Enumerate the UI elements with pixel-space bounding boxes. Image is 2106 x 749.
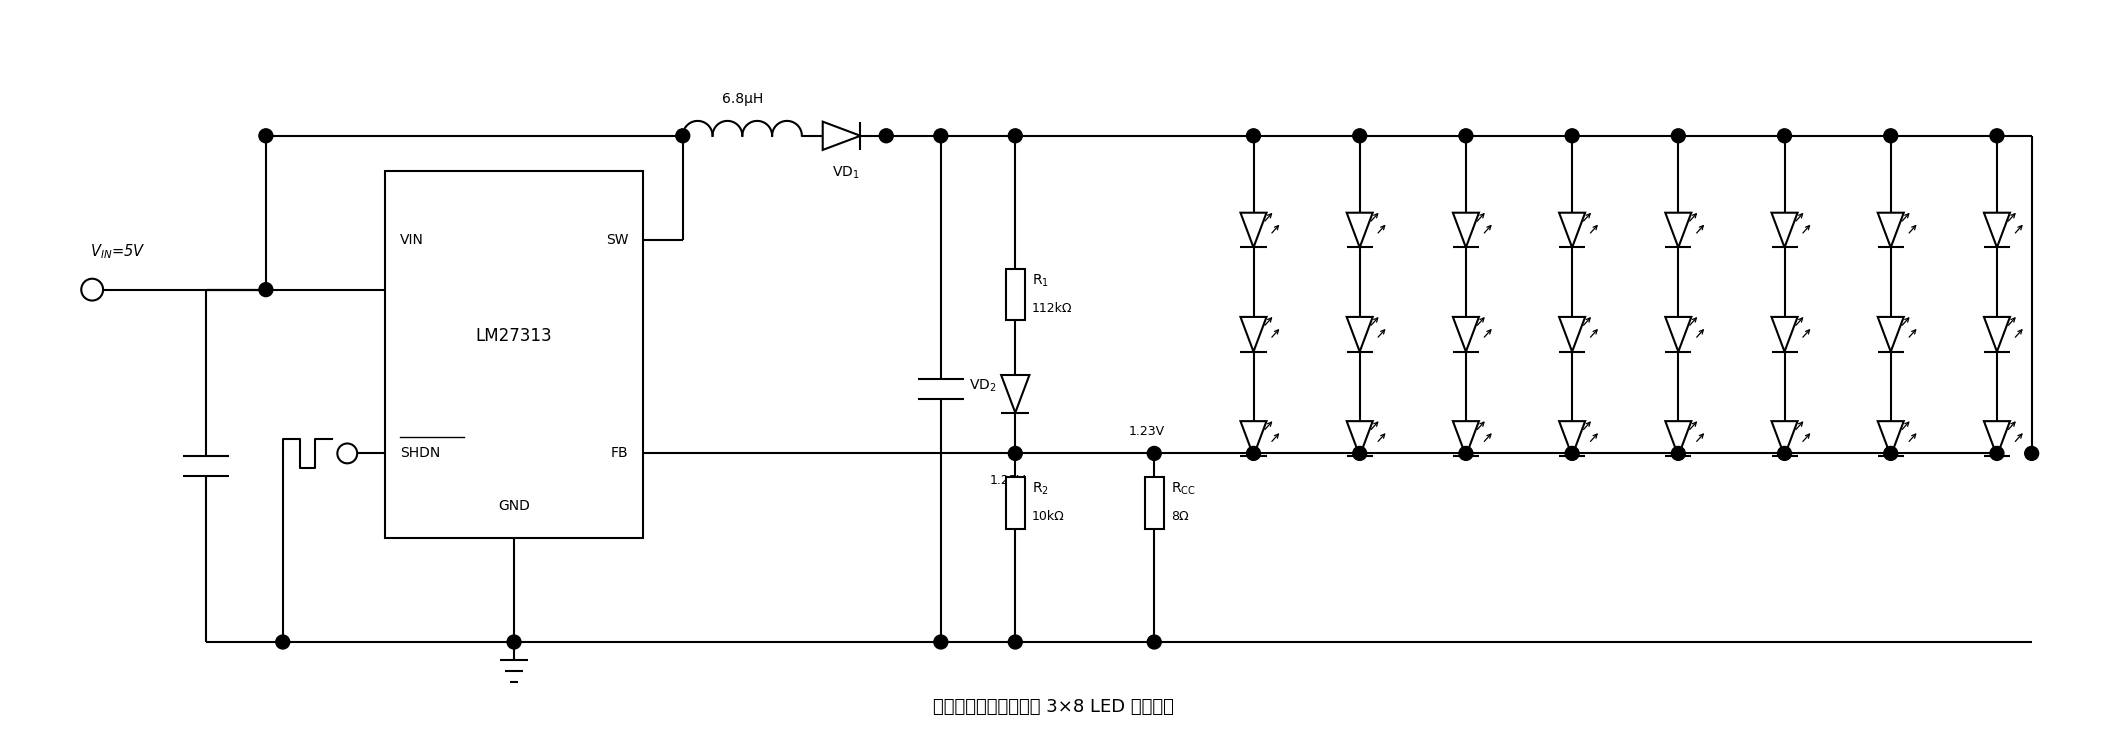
Polygon shape bbox=[1453, 421, 1478, 456]
Circle shape bbox=[1777, 446, 1792, 461]
Circle shape bbox=[1009, 446, 1021, 461]
Circle shape bbox=[508, 635, 520, 649]
Polygon shape bbox=[823, 121, 861, 150]
Circle shape bbox=[259, 282, 274, 297]
Circle shape bbox=[1777, 129, 1792, 143]
Polygon shape bbox=[1346, 213, 1373, 247]
Text: 112kΩ: 112kΩ bbox=[1032, 302, 1072, 315]
Circle shape bbox=[1247, 446, 1261, 461]
Circle shape bbox=[259, 129, 274, 143]
Circle shape bbox=[1672, 446, 1685, 461]
Polygon shape bbox=[1984, 213, 2009, 247]
Polygon shape bbox=[1240, 317, 1266, 352]
Circle shape bbox=[276, 635, 291, 649]
Circle shape bbox=[1009, 129, 1021, 143]
Polygon shape bbox=[1666, 421, 1691, 456]
Text: 1.23V: 1.23V bbox=[990, 473, 1026, 487]
Circle shape bbox=[1247, 129, 1261, 143]
Polygon shape bbox=[1771, 317, 1799, 352]
Text: R$_{\rm CC}$: R$_{\rm CC}$ bbox=[1171, 481, 1196, 497]
Polygon shape bbox=[1240, 213, 1266, 247]
Circle shape bbox=[1352, 129, 1367, 143]
Bar bbox=[385, 171, 642, 538]
Text: SHDN: SHDN bbox=[400, 446, 440, 461]
Circle shape bbox=[82, 279, 103, 300]
Text: GND: GND bbox=[499, 499, 531, 513]
Polygon shape bbox=[1558, 421, 1586, 456]
Polygon shape bbox=[1879, 421, 1904, 456]
Circle shape bbox=[1459, 129, 1472, 143]
Circle shape bbox=[1148, 635, 1160, 649]
Polygon shape bbox=[1453, 213, 1478, 247]
Text: LM27313: LM27313 bbox=[476, 327, 552, 345]
Circle shape bbox=[1459, 446, 1472, 461]
Text: 带有过电压保护功能的 3×8 LED 驱动电路: 带有过电压保护功能的 3×8 LED 驱动电路 bbox=[933, 697, 1173, 715]
Circle shape bbox=[933, 635, 948, 649]
Polygon shape bbox=[1771, 213, 1799, 247]
Polygon shape bbox=[1771, 421, 1799, 456]
Polygon shape bbox=[1666, 213, 1691, 247]
Circle shape bbox=[1009, 635, 1021, 649]
Bar bbox=[1007, 269, 1026, 321]
Text: VD$_1$: VD$_1$ bbox=[832, 164, 859, 181]
Text: 8Ω: 8Ω bbox=[1171, 510, 1188, 524]
Polygon shape bbox=[1666, 317, 1691, 352]
Polygon shape bbox=[1240, 421, 1266, 456]
Text: R$_1$: R$_1$ bbox=[1032, 273, 1049, 289]
Bar bbox=[1146, 477, 1165, 529]
Circle shape bbox=[1883, 446, 1898, 461]
Circle shape bbox=[1990, 129, 2005, 143]
Polygon shape bbox=[1879, 317, 1904, 352]
Circle shape bbox=[1565, 129, 1580, 143]
Circle shape bbox=[337, 443, 358, 464]
Text: 6.8μH: 6.8μH bbox=[722, 92, 762, 106]
Circle shape bbox=[933, 129, 948, 143]
Text: $V_{\mathregular{IN}}$=5V: $V_{\mathregular{IN}}$=5V bbox=[91, 243, 145, 261]
Text: VIN: VIN bbox=[400, 233, 423, 247]
Circle shape bbox=[1883, 129, 1898, 143]
Circle shape bbox=[1352, 446, 1367, 461]
Circle shape bbox=[676, 129, 689, 143]
Polygon shape bbox=[1346, 317, 1373, 352]
Text: SW: SW bbox=[607, 233, 628, 247]
Text: 1.23V: 1.23V bbox=[1129, 425, 1165, 438]
Polygon shape bbox=[1984, 421, 2009, 456]
Polygon shape bbox=[1000, 375, 1030, 413]
Circle shape bbox=[1990, 446, 2005, 461]
Text: R$_2$: R$_2$ bbox=[1032, 481, 1049, 497]
Circle shape bbox=[1672, 129, 1685, 143]
Polygon shape bbox=[1879, 213, 1904, 247]
Text: FB: FB bbox=[611, 446, 628, 461]
Circle shape bbox=[1148, 446, 1160, 461]
Polygon shape bbox=[1346, 421, 1373, 456]
Circle shape bbox=[2024, 446, 2039, 461]
Polygon shape bbox=[1558, 317, 1586, 352]
Polygon shape bbox=[1453, 317, 1478, 352]
Bar bbox=[1007, 477, 1026, 529]
Polygon shape bbox=[1984, 317, 2009, 352]
Circle shape bbox=[880, 129, 893, 143]
Text: VD$_2$: VD$_2$ bbox=[969, 377, 996, 394]
Text: 10kΩ: 10kΩ bbox=[1032, 510, 1066, 524]
Circle shape bbox=[1565, 446, 1580, 461]
Polygon shape bbox=[1558, 213, 1586, 247]
